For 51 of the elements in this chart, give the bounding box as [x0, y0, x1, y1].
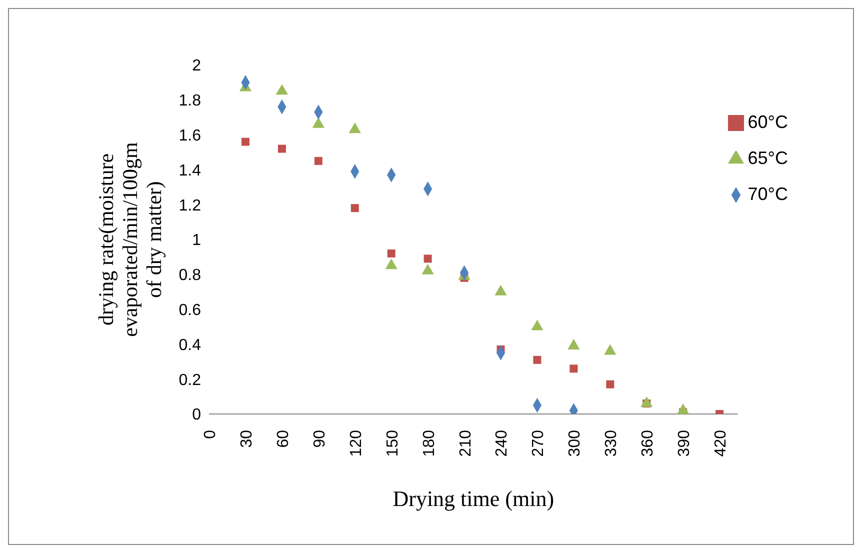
x-tick-label: 120 — [348, 430, 365, 457]
x-axis-title: Drying time (min) — [392, 486, 554, 511]
x-tick-label: 210 — [457, 430, 474, 457]
point — [278, 144, 286, 153]
y-tick-label: 1 — [192, 232, 202, 250]
y-tick-label: 2 — [192, 58, 202, 75]
point — [640, 396, 653, 408]
point — [348, 122, 361, 134]
point — [606, 380, 614, 388]
point — [531, 320, 544, 330]
point — [422, 264, 434, 274]
point — [385, 258, 398, 270]
y-tick-label: 0.6 — [178, 302, 202, 319]
x-tick-label: 240 — [494, 430, 511, 457]
point — [387, 249, 396, 258]
legend-label: 70°C — [748, 184, 788, 204]
x-tick-label: 30 — [238, 430, 256, 448]
point — [424, 254, 432, 263]
legend-label: 65°C — [748, 148, 788, 168]
y-tick-label: 1.8 — [178, 92, 202, 110]
point — [276, 84, 288, 95]
y-tick-label: 0 — [192, 406, 202, 424]
x-tick-label: 180 — [420, 430, 438, 457]
point — [312, 117, 324, 128]
x-tick-label: 360 — [640, 430, 657, 457]
point — [350, 204, 359, 212]
point — [568, 338, 580, 350]
y-tick-label: 1.2 — [178, 197, 202, 214]
y-tick-label: 0.8 — [178, 267, 202, 284]
point — [533, 356, 542, 364]
point — [241, 138, 250, 146]
y-axis-title: drying rate(moisture evaporated/min/100gm of dry matter) — [94, 142, 166, 337]
y-tick-label: 0.2 — [178, 372, 202, 389]
y-tick-label: 1.4 — [178, 162, 202, 180]
x-tick-label: 390 — [676, 430, 694, 457]
x-tick-label: 60 — [274, 430, 292, 448]
x-tick-label: 330 — [603, 430, 620, 457]
point — [677, 403, 690, 414]
x-tick-label: 90 — [311, 430, 328, 448]
point — [314, 156, 322, 165]
x-tick-label: 0 — [202, 430, 219, 439]
point — [494, 284, 507, 296]
point — [604, 344, 616, 355]
legend-label: 60°C — [748, 112, 788, 132]
x-tick-label: 300 — [566, 430, 584, 457]
x-tick-label: 150 — [384, 430, 402, 457]
y-tick-label: 0.4 — [178, 336, 202, 354]
x-tick-label: 270 — [530, 430, 548, 457]
point — [570, 364, 578, 373]
y-tick-label: 1.6 — [178, 127, 202, 144]
x-tick-label: 420 — [712, 430, 730, 457]
